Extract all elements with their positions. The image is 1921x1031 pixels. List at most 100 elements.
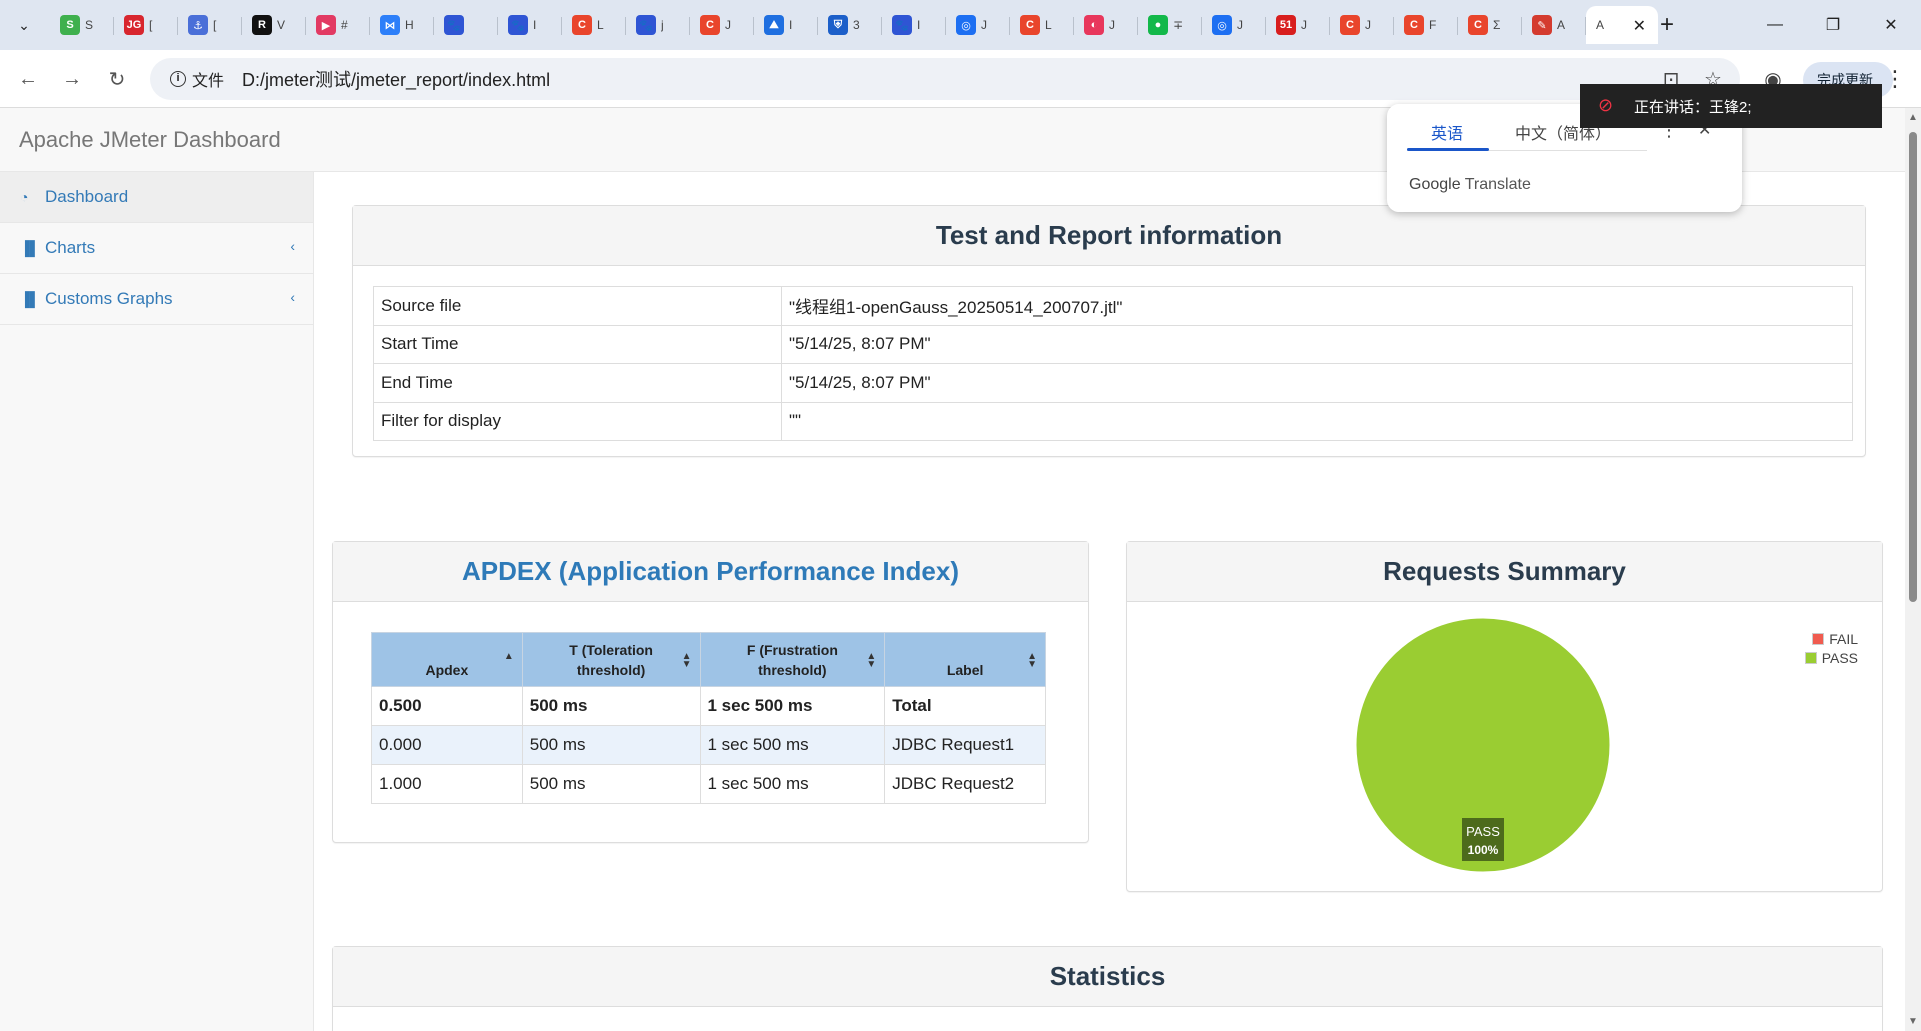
column-header-frustration[interactable]: F (Frustration threshold) ▲ ▼	[699, 632, 886, 687]
favicon-icon: 🐾	[892, 15, 912, 35]
minimize-icon: —	[1767, 16, 1783, 33]
column-header-label: T (Toleration threshold)	[569, 642, 653, 678]
tab-title: S	[85, 18, 94, 32]
page-scrollbar[interactable]: ▲ ▼	[1905, 108, 1921, 1031]
lang-tab-chinese[interactable]: 中文（简体）	[1515, 126, 1612, 143]
restore-icon: ❐	[1825, 17, 1841, 34]
column-header-label[interactable]: Label ▲ ▼	[884, 632, 1046, 687]
pie-slice-pass[interactable]	[1355, 617, 1611, 873]
scrollbar-thumb[interactable]	[1909, 132, 1917, 602]
apdex-cell: Total	[884, 686, 1046, 726]
browser-tab[interactable]: 🐾	[434, 6, 498, 44]
browser-tab[interactable]: JG [	[114, 6, 178, 44]
tab-search-button[interactable]: ⌄	[10, 11, 38, 39]
tab-title: j	[661, 18, 664, 32]
apdex-cell: 500 ms	[521, 725, 701, 765]
back-button[interactable]: ←	[13, 64, 43, 94]
column-header-apdex[interactable]: Apdex ▲	[371, 632, 523, 687]
restore-button[interactable]: ❐	[1804, 0, 1862, 50]
address-bar[interactable]: i 文件 D:/jmeter测试/jmeter_report/index.htm…	[150, 58, 1740, 100]
info-value: ""	[781, 401, 1853, 441]
tab-title: J	[725, 18, 731, 32]
tab-title: I	[789, 18, 793, 32]
sidebar-item-dashboard[interactable]: ◔ Dashboard	[0, 172, 313, 223]
legend-swatch	[1812, 633, 1825, 645]
statistics-panel: Statistics	[332, 946, 1883, 1031]
tab-title: L	[597, 18, 604, 32]
tab-title: J	[1109, 18, 1115, 32]
column-header-toleration[interactable]: T (Toleration threshold) ▲ ▼	[521, 632, 701, 687]
apdex-cell: 0.000	[371, 725, 523, 765]
sidebar-item-label: Charts	[45, 238, 96, 257]
legend-swatch	[1804, 652, 1817, 664]
sidebar-item-charts[interactable]: ▐▌ Charts ‹	[0, 223, 313, 274]
forward-button[interactable]: →	[57, 64, 87, 94]
info-key: Filter for display	[373, 401, 782, 441]
sidebar-item-label: Customs Graphs	[45, 289, 173, 308]
browser-tab[interactable]: 🐾 j	[626, 6, 690, 44]
app-brand[interactable]: Apache JMeter Dashboard	[19, 127, 281, 152]
apdex-title[interactable]: APDEX (Application Performance Index)	[333, 542, 1088, 602]
browser-tab[interactable]: ◎ J	[1202, 6, 1266, 44]
sort-both-icon: ▲ ▼	[1027, 651, 1037, 670]
browser-tab[interactable]: ⛨ 3	[818, 6, 882, 44]
legend-item-fail[interactable]: FAIL	[1812, 631, 1858, 647]
minimize-button[interactable]: —	[1746, 0, 1804, 50]
table-row: Start Time "5/14/25, 8:07 PM"	[373, 324, 1853, 364]
browser-tab[interactable]: ● ∓	[1138, 6, 1202, 44]
tab-title: L	[1045, 18, 1052, 32]
browser-tab[interactable]: ⚓[	[178, 6, 242, 44]
site-info-button[interactable]: i 文件	[164, 64, 236, 94]
arrow-left-icon: ←	[18, 67, 38, 90]
mic-muted-icon: ⊘	[1598, 95, 1614, 115]
main-content: Test and Report information Source file …	[314, 172, 1905, 1031]
browser-tab[interactable]: ✎ A	[1522, 6, 1586, 44]
url-text[interactable]: D:/jmeter测试/jmeter_report/index.html	[242, 70, 551, 90]
browser-tab[interactable]: 🐾 I	[498, 6, 562, 44]
lang-tab-english[interactable]: 英语	[1431, 126, 1464, 143]
requests-summary-pie[interactable]: PASS 100%	[1127, 602, 1882, 892]
legend-item-pass[interactable]: PASS	[1804, 650, 1858, 666]
favicon-icon: S	[60, 15, 80, 35]
browser-tab[interactable]: 🐾 I	[882, 6, 946, 44]
browser-tab[interactable]: ⋈ H	[370, 6, 434, 44]
table-row: 0.500 500 ms 1 sec 500 ms Total	[371, 686, 1046, 726]
bar-chart-icon: ▐▌	[20, 240, 40, 256]
browser-tab-active[interactable]: A ✕	[1586, 6, 1658, 44]
close-tab-icon[interactable]: ✕	[1632, 18, 1646, 35]
chevron-left-icon: ‹	[290, 289, 295, 305]
tab-title: J	[1365, 18, 1371, 32]
tab-title: F	[1429, 18, 1437, 32]
bar-chart-icon: ▐▌	[20, 291, 40, 307]
close-window-button[interactable]: ✕	[1862, 0, 1920, 50]
browser-tab[interactable]: ▶ #	[306, 6, 370, 44]
browser-tab[interactable]: ⛰ I	[754, 6, 818, 44]
favicon-icon: ◎	[1212, 15, 1232, 35]
apdex-cell: JDBC Request1	[884, 725, 1046, 765]
browser-menu-button[interactable]: ⋮	[1884, 66, 1906, 92]
new-tab-button[interactable]: +	[1652, 10, 1682, 40]
tab-title: Σ	[1493, 18, 1501, 32]
favicon-icon: 🐾	[636, 15, 656, 35]
sidebar-item-label: Dashboard	[45, 187, 129, 206]
scroll-down-icon[interactable]: ▼	[1908, 1016, 1918, 1027]
reload-button[interactable]: ↻	[102, 64, 132, 94]
browser-tab[interactable]: ◐ J	[1074, 6, 1138, 44]
table-row: 0.000 500 ms 1 sec 500 ms JDBC Request1	[371, 725, 1046, 765]
browser-tab[interactable]: ◎ J	[946, 6, 1010, 44]
table-row: Source file "线程组1-openGauss_20250514_200…	[373, 286, 1853, 326]
sidebar-item-customs-graphs[interactable]: ▐▌ Customs Graphs ‹	[0, 274, 313, 325]
browser-toolbar: ← → ↻ i 文件 D:/jmeter测试/jmeter_report/ind…	[0, 50, 1921, 108]
browser-tab[interactable]: 51 J	[1266, 6, 1330, 44]
test-info-panel: Test and Report information Source file …	[352, 205, 1866, 457]
apdex-cell: 1 sec 500 ms	[699, 764, 886, 804]
scroll-up-icon[interactable]: ▲	[1908, 112, 1918, 123]
